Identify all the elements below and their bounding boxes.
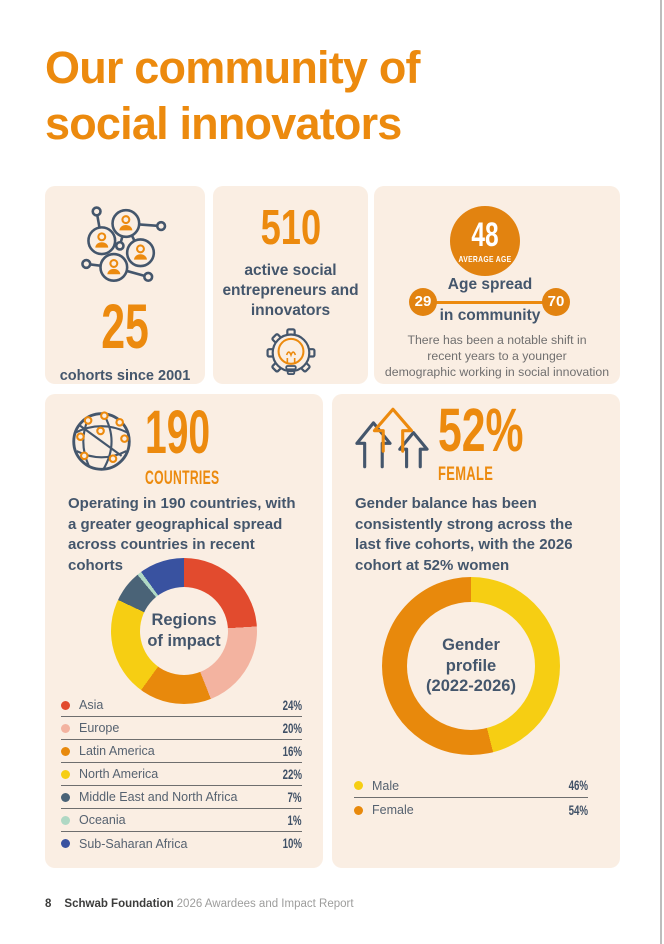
legend-swatch	[61, 746, 70, 756]
age-min-badge: 29	[409, 288, 437, 316]
entrepreneurs-count: 510	[260, 201, 321, 255]
gender-card: 52% FEMALE Gender balance has been consi…	[332, 394, 620, 868]
legend-row: Asia 24%	[61, 694, 302, 717]
legend-swatch	[61, 815, 70, 825]
legend-label: Asia	[79, 698, 104, 712]
age-card: 48 AVERAGE AGE 29 70 Age spread in commu…	[374, 186, 620, 384]
legend-row: Europe 20%	[61, 717, 302, 740]
page-title: Our community of social innovators	[45, 42, 421, 149]
page-edge-divider	[660, 0, 662, 944]
countries-count-wrap: 190 COUNTRIES	[145, 402, 261, 490]
countries-description: Operating in 190 countries, with a great…	[68, 495, 296, 575]
entrepreneurs-count-wrap: 510	[250, 204, 332, 253]
legend-value: 7%	[287, 789, 302, 805]
legend-swatch	[61, 769, 70, 779]
legend-value: 22%	[282, 766, 302, 782]
countries-unit-label: COUNTRIES	[145, 468, 220, 489]
average-age-caption: AVERAGE AGE	[458, 254, 512, 264]
legend-row: Middle East and North Africa 7%	[61, 786, 302, 809]
age-spread-label-1: Age spread	[447, 276, 533, 293]
average-age-badge: 48 AVERAGE AGE	[450, 206, 520, 276]
growth-arrows-icon	[355, 407, 429, 469]
cohorts-card: 25 cohorts since 2001	[45, 186, 205, 384]
cohorts-count: 25	[101, 292, 149, 362]
age-spread-label-2: in community	[439, 307, 541, 324]
legend-label: Middle East and North Africa	[79, 790, 238, 804]
legend-label: Europe	[79, 721, 120, 735]
countries-count: 190	[145, 398, 211, 466]
age-max-badge: 70	[542, 288, 570, 316]
regions-legend: Asia 24% Europe 20% Latin America 16% North Am…	[61, 694, 302, 855]
legend-value: 16%	[282, 743, 302, 759]
legend-swatch	[61, 839, 70, 848]
page-footer: 8 Schwab Foundation 2026 Awardees and Impa…	[45, 898, 354, 910]
regions-donut-chart: Regions of impact	[111, 558, 257, 704]
female-share-value: 52%	[438, 396, 524, 464]
legend-swatch	[61, 700, 70, 710]
legend-value: 20%	[282, 720, 302, 736]
cohorts-caption: cohorts since 2001	[59, 368, 191, 384]
female-unit-label: FEMALE	[438, 464, 494, 485]
globe-network-icon	[72, 411, 131, 471]
gender-donut-chart: Gender profile (2022-2026)	[382, 577, 560, 755]
legend-swatch	[61, 792, 70, 802]
female-share-wrap: 52% FEMALE	[438, 400, 560, 486]
legend-label: North America	[79, 767, 159, 781]
legend-row: Female 54%	[354, 798, 588, 822]
countries-card: 190 COUNTRIES Operating in 190 countries…	[45, 394, 323, 868]
footer-brand: Schwab Foundation	[64, 898, 174, 910]
legend-label: Sub-Saharan Africa	[79, 836, 188, 851]
legend-label: Latin America	[79, 744, 155, 758]
gender-donut-title: Gender profile (2022-2026)	[426, 636, 516, 696]
legend-label: Oceania	[79, 813, 126, 827]
legend-label: Male	[372, 778, 400, 793]
people-network-icon	[81, 206, 167, 282]
legend-row: Male 46%	[354, 774, 588, 798]
regions-donut-title: Regions of impact	[147, 611, 221, 650]
legend-swatch	[61, 723, 70, 733]
legend-row: Oceania 1%	[61, 809, 302, 832]
age-note: There has been a notable shift in recent…	[384, 333, 610, 380]
legend-row: Sub-Saharan Africa 10%	[61, 832, 302, 855]
gender-donut-hole: Gender profile (2022-2026)	[407, 602, 535, 730]
legend-swatch	[354, 781, 363, 790]
legend-row: North America 22%	[61, 763, 302, 786]
page-number: 8	[45, 898, 52, 910]
average-age-value: 48	[471, 216, 499, 254]
legend-value: 1%	[287, 812, 302, 828]
legend-label: Female	[372, 803, 414, 817]
entrepreneurs-caption: active social entrepreneurs and innovato…	[222, 262, 359, 320]
regions-donut-hole: Regions of impact	[140, 587, 228, 675]
legend-value: 46%	[568, 778, 588, 793]
legend-row: Latin America 16%	[61, 740, 302, 763]
gender-legend: Male 46% Female 54%	[354, 774, 588, 822]
legend-swatch	[354, 805, 363, 815]
legend-value: 24%	[282, 697, 302, 713]
cohorts-count-wrap: 25	[90, 296, 160, 359]
age-spread-line	[436, 301, 544, 304]
entrepreneurs-card: 510 active social entrepreneurs and inno…	[213, 186, 368, 384]
lightbulb-gear-icon	[265, 328, 316, 376]
gender-description: Gender balance has been consistently str…	[355, 495, 573, 575]
footer-report-title: 2026 Awardees and Impact Report	[176, 898, 354, 910]
legend-value: 10%	[282, 836, 302, 851]
legend-value: 54%	[568, 802, 588, 818]
